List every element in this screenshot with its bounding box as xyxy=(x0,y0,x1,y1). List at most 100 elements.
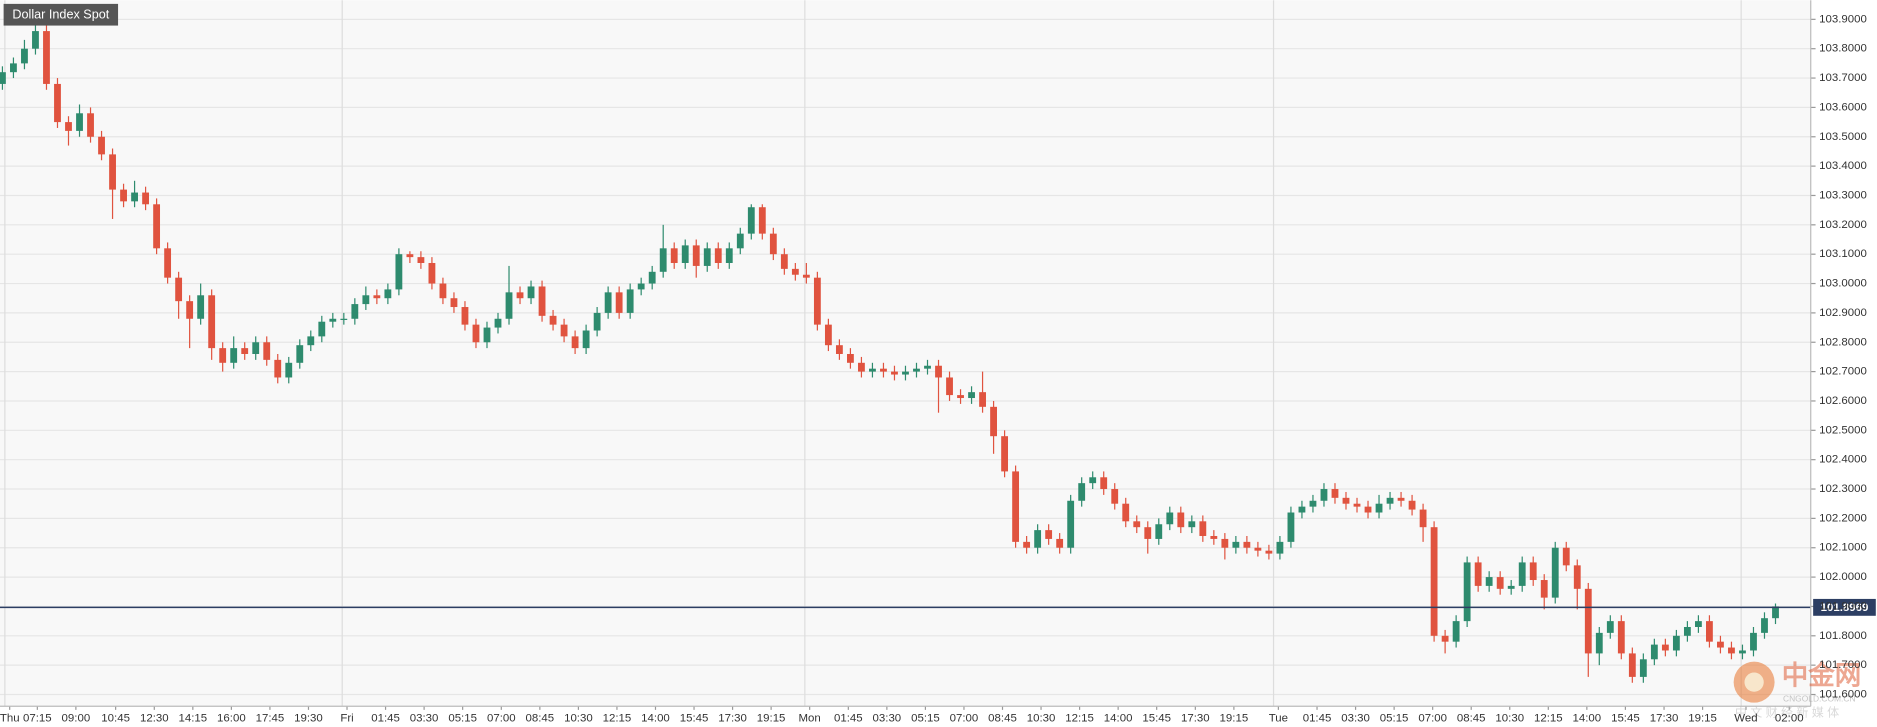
candle-body xyxy=(824,324,832,346)
x-tick-label: 07:15 xyxy=(23,712,52,724)
candle-body xyxy=(285,362,293,378)
candle-body xyxy=(593,312,601,331)
candle-body xyxy=(604,292,612,313)
candle-body xyxy=(1397,497,1405,501)
x-tick-label: 10:30 xyxy=(1027,712,1056,724)
candle-body xyxy=(703,248,711,266)
candle-body xyxy=(32,31,39,49)
candle-body xyxy=(1067,500,1075,548)
candle-body xyxy=(957,395,964,399)
candle-body xyxy=(924,365,931,369)
candle-body xyxy=(1309,500,1317,507)
candle-body xyxy=(76,113,83,131)
candle-body xyxy=(1243,541,1251,548)
candle-body xyxy=(1518,562,1526,586)
y-tick-label: 103.6000 xyxy=(1819,101,1867,113)
candle-body xyxy=(869,368,876,372)
candle-body xyxy=(1166,512,1174,525)
x-tick-label: 02:00 xyxy=(1775,712,1804,724)
candle-body xyxy=(1375,503,1383,513)
candle-body xyxy=(1672,635,1680,651)
candle-body xyxy=(439,283,447,299)
x-tick-label: 14:00 xyxy=(641,712,670,724)
candle-body xyxy=(1430,527,1438,636)
candle-body xyxy=(373,295,381,299)
x-tick-label: 07:00 xyxy=(950,712,979,724)
candle-body xyxy=(527,286,535,299)
candle-body xyxy=(197,295,205,319)
candle-body xyxy=(296,345,304,363)
candle-body xyxy=(1133,521,1141,528)
x-tick-label: 19:15 xyxy=(1220,712,1249,724)
candle-body xyxy=(769,233,777,255)
x-tick-label: 14:00 xyxy=(1573,712,1602,724)
candle-body xyxy=(362,295,370,305)
y-tick-label: 102.4000 xyxy=(1819,454,1867,466)
candle-body xyxy=(384,289,392,299)
candle-body xyxy=(913,368,920,372)
candle-body xyxy=(318,321,326,337)
x-tick-label: 05:15 xyxy=(1380,712,1409,724)
candle-body xyxy=(1210,535,1218,539)
candle-body xyxy=(252,342,260,354)
x-tick-label: 17:30 xyxy=(1181,712,1210,724)
candle-body xyxy=(946,377,953,396)
y-tick-label: 103.7000 xyxy=(1819,72,1867,84)
x-tick-label: 07:00 xyxy=(487,712,516,724)
x-tick-label: 09:00 xyxy=(62,712,91,724)
candle-body xyxy=(1772,606,1779,619)
grid xyxy=(0,0,1816,710)
candle-body xyxy=(164,248,172,278)
candle-body xyxy=(450,298,458,308)
y-tick-label: 103.2000 xyxy=(1819,219,1867,231)
candle-body xyxy=(1717,641,1724,648)
x-tick-label: 10:30 xyxy=(564,712,593,724)
candle-body xyxy=(891,371,898,375)
candle-body xyxy=(935,365,942,378)
candle-body xyxy=(230,348,238,363)
candle-body xyxy=(1496,577,1504,589)
candle-body xyxy=(395,254,403,290)
candle-body xyxy=(1298,506,1306,513)
candle-body xyxy=(1364,506,1372,513)
candle-body xyxy=(307,336,315,346)
y-tick-label: 103.3000 xyxy=(1819,189,1867,201)
candle-body xyxy=(659,248,667,272)
candle-body xyxy=(1122,503,1130,522)
candle-body xyxy=(1728,647,1735,654)
chart-title: Dollar Index Spot xyxy=(12,8,109,22)
x-tick-label: 15:45 xyxy=(1142,712,1171,724)
candle-body xyxy=(1254,547,1262,551)
candle-body xyxy=(582,330,590,349)
watermark: 中金网 CNGOLD.COM.CN 中 文 财 经 新 媒 体 xyxy=(1733,660,1861,720)
candle-body xyxy=(725,248,733,263)
x-tick-label: 14:15 xyxy=(179,712,208,724)
x-tick-label: 01:45 xyxy=(834,712,863,724)
candle-body xyxy=(0,72,6,84)
candle-body xyxy=(1661,644,1669,651)
x-tick-label: 17:30 xyxy=(1650,712,1679,724)
title-box xyxy=(3,3,119,26)
candle-body xyxy=(1408,500,1416,510)
candle-body xyxy=(1342,497,1350,504)
x-tick-label: 12:30 xyxy=(140,712,169,724)
candle-body xyxy=(692,245,700,266)
plot-background xyxy=(0,0,1811,706)
candle-body xyxy=(1761,618,1768,633)
x-tick-label: 05:15 xyxy=(911,712,940,724)
candle-body xyxy=(1694,621,1702,627)
candle-body xyxy=(406,254,414,258)
candle-body xyxy=(1639,659,1647,677)
x-tick-label: Tue xyxy=(1269,712,1288,724)
candle-body xyxy=(1056,538,1064,548)
candle-body xyxy=(1606,621,1614,633)
watermark-logo-inner xyxy=(1744,672,1764,692)
candle-body xyxy=(549,315,557,325)
candle-body xyxy=(1177,512,1185,528)
candle-body xyxy=(1320,489,1328,501)
candle-body xyxy=(1221,538,1229,548)
candle-body xyxy=(263,342,271,360)
candle-body xyxy=(1034,530,1042,548)
y-tick-label: 102.9000 xyxy=(1819,307,1867,319)
candle-body xyxy=(1232,541,1240,548)
